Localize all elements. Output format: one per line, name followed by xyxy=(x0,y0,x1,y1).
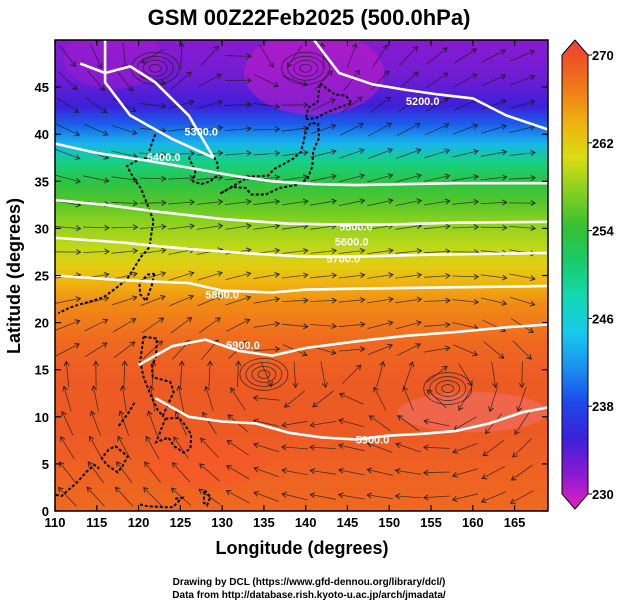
x-tick-label: 140 xyxy=(295,515,317,530)
anticyclonic-swirl xyxy=(239,358,289,391)
colorbar: 230 238 246 254 262 270 xyxy=(561,39,614,510)
x-tick-label: 145 xyxy=(337,515,359,530)
contour-label: 5200.0 xyxy=(406,96,440,108)
coastlines xyxy=(55,81,354,509)
contour-5900.0 xyxy=(137,323,548,367)
y-tick-label: 10 xyxy=(35,410,49,425)
colorbar-tick-label: 270 xyxy=(592,48,614,63)
contour-5300.0 xyxy=(103,40,215,159)
y-tick-label: 0 xyxy=(42,504,49,519)
x-tick-label: 160 xyxy=(462,515,484,530)
y-axis-label: Latitude (degrees) xyxy=(4,198,24,354)
coastline xyxy=(139,496,185,509)
y-tick-label: 15 xyxy=(35,363,49,378)
x-axis-ticks: 110 115 120 125 130 135 140 145 150 155 160 165 xyxy=(45,40,526,530)
contour-5900.0 xyxy=(154,396,548,441)
colorbar-tick-label: 262 xyxy=(592,136,614,151)
contour-label: 5600.0 xyxy=(335,237,369,249)
anticyclonic-swirl xyxy=(257,370,271,379)
x-tick-label: 125 xyxy=(169,515,191,530)
cyclonic-swirl xyxy=(148,63,162,73)
plot-area: 5200.0 5300.0 5400.0 5600.0 5600.0 5700.0 5800… xyxy=(55,40,548,511)
cold-core xyxy=(244,40,385,115)
cyclonic-swirl xyxy=(142,59,168,77)
y-tick-label: 5 xyxy=(42,457,49,472)
chart-title: GSM 00Z22Feb2025 (500.0hPa) xyxy=(148,5,471,30)
y-tick-label: 40 xyxy=(35,127,49,142)
y-tick-label: 30 xyxy=(35,221,49,236)
warm-pool xyxy=(145,438,266,489)
y-axis-ticks: 0 5 10 15 20 25 30 35 40 45 xyxy=(35,80,548,519)
contour-5700.0 xyxy=(55,236,548,258)
y-tick-label: 45 xyxy=(35,80,49,95)
anticyclonic-swirl xyxy=(423,372,473,405)
colorbar-ticks: 230 238 246 254 262 270 xyxy=(588,48,614,502)
height-contours xyxy=(55,40,548,441)
contour-5600.0 xyxy=(55,198,548,226)
x-tick-label: 115 xyxy=(86,515,107,530)
coastline xyxy=(55,463,100,497)
contour-label: 5900.0 xyxy=(356,434,390,446)
colorbar-tick-label: 254 xyxy=(592,224,614,239)
credit-data: Data from http://database.rish.kyoto-u.a… xyxy=(172,590,446,601)
contour-label: 5700.0 xyxy=(326,254,360,266)
cold-core xyxy=(63,40,164,89)
colorbar-tick-label: 230 xyxy=(592,487,614,502)
contour-labels: 5200.0 5300.0 5400.0 5600.0 5600.0 5700.0 5800… xyxy=(147,96,440,446)
contour-label: 5900.0 xyxy=(226,340,260,352)
coastline xyxy=(100,445,129,474)
contour-5200.0 xyxy=(312,40,548,131)
coastline xyxy=(219,121,321,196)
cyclonic-swirl xyxy=(299,63,313,73)
y-tick-label: 20 xyxy=(35,316,49,331)
coastline xyxy=(304,81,354,121)
contour-label: 5800.0 xyxy=(205,289,239,301)
cyclonic-swirl xyxy=(287,55,325,81)
coastline xyxy=(154,416,193,454)
x-tick-label: 130 xyxy=(211,515,233,530)
anticyclonic-swirl xyxy=(251,366,277,383)
cyclonic-swirl xyxy=(293,59,319,77)
cyclonic-swirl xyxy=(136,55,174,81)
colorbar-tick-label: 246 xyxy=(592,311,614,326)
coastline xyxy=(139,335,175,418)
colorbar-tick-label: 238 xyxy=(592,399,614,414)
x-axis-label: Longitude (degrees) xyxy=(215,538,388,558)
anticyclonic-swirl xyxy=(429,376,467,401)
temperature-anomalies xyxy=(63,40,548,489)
x-tick-label: 110 xyxy=(45,515,66,530)
coastline xyxy=(57,133,157,315)
x-tick-label: 155 xyxy=(420,515,442,530)
coastline xyxy=(187,154,219,186)
y-tick-label: 25 xyxy=(35,269,49,284)
contour-label: 5400.0 xyxy=(147,152,181,164)
contour-label: 5300.0 xyxy=(184,126,218,138)
coastline xyxy=(202,489,212,507)
x-tick-label: 150 xyxy=(378,515,400,530)
anticyclonic-swirl xyxy=(441,384,455,393)
streamline-arrowheads xyxy=(57,42,537,504)
contour-5800.0 xyxy=(55,274,548,294)
cyclonic-swirl xyxy=(281,51,331,85)
x-tick-label: 165 xyxy=(504,515,526,530)
contour-label: 5600.0 xyxy=(339,222,373,234)
streamlines xyxy=(55,42,537,507)
contour-5400.0 xyxy=(55,142,548,187)
y-tick-label: 35 xyxy=(35,174,49,189)
anticyclonic-swirl xyxy=(435,380,461,397)
credit-drawing: Drawing by DCL (https://www.gfd-dennou.o… xyxy=(173,577,446,588)
x-tick-label: 135 xyxy=(253,515,275,530)
coastline xyxy=(138,272,156,303)
x-tick-label: 120 xyxy=(128,515,150,530)
anticyclonic-swirl xyxy=(245,362,283,387)
colorbar-scale xyxy=(561,39,589,510)
